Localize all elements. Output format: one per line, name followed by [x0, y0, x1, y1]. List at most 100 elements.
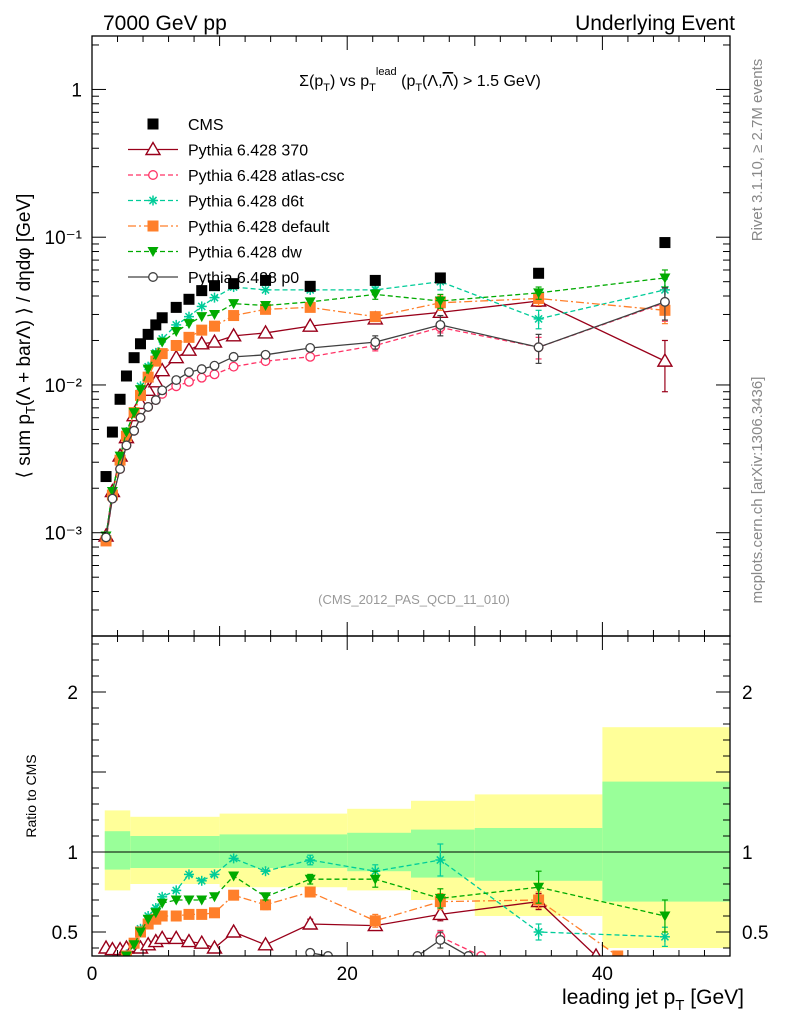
data-point: [206, 939, 223, 954]
y-tick-label: 10⁻¹: [45, 228, 83, 249]
data-point: [120, 370, 132, 382]
data-point: [476, 951, 487, 956]
main-y-axis-label: ⟨ sum pT(Λ + barΛ) ⟩ / dηdφ [GeV]: [14, 194, 38, 479]
series-dw: [120, 870, 671, 956]
data-point: [128, 940, 140, 951]
data-point: [369, 915, 381, 927]
data-point: [208, 320, 220, 332]
data-point: [659, 273, 671, 284]
data-point: [150, 395, 161, 406]
data-point: [533, 288, 545, 299]
data-point: [157, 385, 168, 396]
header-energy: 7000 GeV pp: [103, 12, 227, 35]
series-atlas: [101, 287, 670, 546]
data-point: [370, 337, 381, 348]
data-point: [156, 312, 168, 324]
data-point: [142, 364, 154, 375]
star-stroke: [261, 867, 270, 876]
data-point: [591, 947, 601, 956]
data-point: [260, 899, 272, 911]
data-point: [156, 348, 168, 360]
data-point: [156, 910, 168, 922]
data-point: [106, 426, 118, 438]
data-point: [659, 911, 671, 922]
data-point: [156, 337, 168, 348]
data-point: [196, 324, 208, 336]
data-point: [533, 313, 544, 324]
data-point: [196, 364, 207, 375]
data-point: [533, 927, 544, 937]
data-point: [208, 892, 220, 903]
legend-label: CMS: [188, 117, 224, 134]
data-point: [659, 237, 671, 249]
ratio-y-axis-label: Ratio to CMS: [23, 754, 39, 837]
data-point: [206, 333, 223, 348]
data-point: [120, 427, 132, 438]
legend-label: Pythia 6.428 atlas-csc: [188, 168, 345, 185]
main-axis-ticks: 10⁻³ 10⁻² 10⁻¹ 1: [45, 36, 731, 637]
data-point: [208, 309, 220, 320]
data-point: [257, 324, 274, 339]
data-point: [150, 355, 162, 367]
star-stroke: [184, 312, 194, 321]
data-point: [183, 311, 194, 322]
data-point: [260, 274, 272, 286]
data-point: [142, 371, 154, 383]
series-dw: [100, 269, 671, 542]
data-point: [434, 296, 446, 307]
data-point: [228, 278, 240, 290]
analysis-annotation: (CMS_2012_PAS_QCD_11_010): [318, 592, 510, 607]
data-point: [412, 951, 423, 956]
data-point: [228, 310, 240, 322]
data-point: [533, 342, 544, 353]
data-point: [167, 349, 185, 364]
legend-marker: [147, 220, 159, 232]
data-point: [196, 372, 207, 383]
data-point: [100, 471, 112, 483]
data-point: [612, 950, 624, 956]
data-point: [260, 349, 271, 360]
star-stroke: [210, 870, 219, 879]
star-stroke: [184, 870, 194, 879]
data-point: [134, 927, 146, 938]
star-stroke: [306, 855, 315, 865]
star-stroke: [534, 314, 543, 323]
data-point: [183, 331, 195, 343]
data-point: [209, 360, 220, 371]
band-inner: [219, 834, 348, 868]
star-stroke: [660, 932, 669, 941]
ratio-y-tick-label: 0.5: [52, 923, 78, 944]
band-inner: [411, 829, 475, 878]
legend-label: Pythia 6.428 d6t: [188, 194, 304, 211]
data-point: [135, 412, 146, 423]
data-point: [209, 369, 220, 380]
data-point: [369, 274, 381, 286]
ratio-y-tick-label: 2: [742, 683, 753, 704]
data-point: [225, 327, 242, 342]
data-point: [228, 299, 240, 310]
legend-label: Pythia 6.428 dw: [188, 245, 302, 262]
rivet-label: Rivet 3.1.10, ≥ 2.7M events: [749, 59, 766, 242]
data-point: [193, 335, 210, 350]
data-point: [153, 362, 171, 377]
data-point: [228, 871, 240, 882]
star-stroke: [534, 927, 543, 937]
legend-item: CMS: [147, 117, 224, 134]
y-tick-label: 10⁻³: [45, 524, 83, 545]
data-point: [533, 267, 545, 279]
legend-marker: [147, 247, 159, 257]
band-inner: [104, 831, 131, 870]
data-point: [180, 933, 198, 948]
legend-item: Pythia 6.428 p0: [128, 270, 299, 287]
data-point: [435, 319, 446, 330]
data-point: [323, 951, 334, 956]
legend-label: Pythia 6.428 p0: [188, 270, 299, 287]
legend-label: Pythia 6.428 default: [188, 219, 330, 236]
data-point: [301, 317, 319, 332]
legend-marker: [148, 170, 158, 180]
ratio-y-tick-label: 0.5: [742, 923, 768, 944]
data-point: [183, 895, 195, 906]
legend-marker: [148, 195, 158, 206]
header-analysis: Underlying Event: [575, 12, 735, 35]
data-point: [301, 915, 319, 930]
